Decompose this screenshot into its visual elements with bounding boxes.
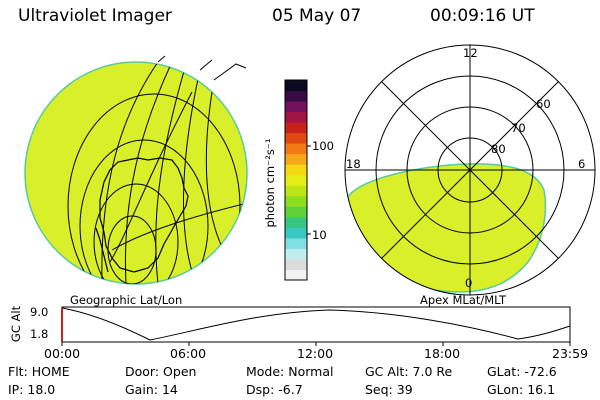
status-ip: IP: 18.0 xyxy=(8,382,55,397)
colorbar-swatch xyxy=(285,164,307,176)
colorbar-swatch xyxy=(285,258,307,270)
status-ip-label: IP: xyxy=(8,382,24,397)
status-seq: Seq: 39 xyxy=(365,382,413,397)
colorbar-swatch xyxy=(285,80,307,92)
colorbar-tick-100: 100 xyxy=(312,139,334,153)
mlat-label-60: 60 xyxy=(536,97,551,111)
status-flt-label: Flt: xyxy=(8,364,28,379)
colorbar-swatch xyxy=(285,216,307,228)
mlt-label-12: 12 xyxy=(463,46,478,60)
status-mode-label: Mode: xyxy=(246,364,285,379)
altitude-plot xyxy=(61,306,571,346)
colorbar-tick-10: 10 xyxy=(312,228,327,242)
time-tick-0000: 00:00 xyxy=(44,346,81,361)
colorbar-unit-label: photon cm⁻²s⁻¹ xyxy=(263,138,277,228)
status-gcalt-value: 7.0 Re xyxy=(412,364,453,379)
magnetic-polar-panel xyxy=(344,44,596,296)
status-gain-value: 14 xyxy=(161,382,178,397)
colorbar-swatch xyxy=(285,206,307,218)
date-label: 05 May 07 xyxy=(272,6,362,26)
colorbar-swatch xyxy=(285,101,307,113)
status-seq-label: Seq: xyxy=(365,382,393,397)
time-label: 00:09:16 UT xyxy=(430,6,535,26)
mlat-label-80: 80 xyxy=(491,142,506,156)
status-door: Door: Open xyxy=(125,364,196,379)
colorbar-swatch xyxy=(285,248,307,260)
magnetic-caption: Apex MLat/MLT xyxy=(420,293,507,307)
colorbar-swatch xyxy=(285,111,307,123)
mlat-label-70: 70 xyxy=(511,121,526,135)
colorbar-swatch xyxy=(285,174,307,186)
status-dsp-label: Dsp: xyxy=(246,382,275,397)
time-tick-1200: 12:00 xyxy=(297,346,334,361)
status-seq-value: 39 xyxy=(396,382,413,397)
altitude-ylabel: GC Alt xyxy=(9,305,23,343)
status-glat-label: GLat: xyxy=(487,364,521,379)
status-mode-value: Normal xyxy=(288,364,334,379)
colorbar-swatch xyxy=(285,195,307,207)
colorbar-swatch xyxy=(285,90,307,102)
status-glon-value: 16.1 xyxy=(527,382,556,397)
status-dsp: Dsp: -6.7 xyxy=(246,382,303,397)
time-tick-2359: 23:59 xyxy=(552,346,589,361)
geographic-grid xyxy=(67,62,247,284)
status-glat-value: -72.6 xyxy=(524,364,557,379)
geographic-image-disc xyxy=(24,61,248,285)
status-glon: GLon: 16.1 xyxy=(487,382,555,397)
colorbar-frame xyxy=(284,79,308,281)
mlt-label-18: 18 xyxy=(346,157,361,171)
status-gcalt-label: GC Alt: xyxy=(365,364,409,379)
instrument-title: Ultraviolet Imager xyxy=(18,6,172,26)
colorbar-swatch xyxy=(285,185,307,197)
altitude-plot-frame xyxy=(61,306,571,343)
polar-grid xyxy=(344,44,596,296)
altitude-curve xyxy=(61,307,571,341)
status-mode: Mode: Normal xyxy=(246,364,334,379)
time-tick-1800: 18:00 xyxy=(424,346,461,361)
status-ip-value: 18.0 xyxy=(27,382,56,397)
colorbar-swatch xyxy=(285,153,307,165)
colorbar-swatch xyxy=(285,269,307,281)
mlt-label-0: 0 xyxy=(465,276,473,290)
colorbar-swatch xyxy=(285,122,307,134)
status-door-label: Door: xyxy=(125,364,160,379)
time-tick-0600: 06:00 xyxy=(170,346,207,361)
status-glon-label: GLon: xyxy=(487,382,524,397)
colorbar xyxy=(285,80,307,281)
status-door-value: Open xyxy=(163,364,197,379)
status-flt: Flt: HOME xyxy=(8,364,70,379)
geographic-image-panel xyxy=(24,55,248,285)
colorbar-swatch xyxy=(285,132,307,144)
altitude-ytick-max: 9.0 xyxy=(30,305,49,319)
colorbar-swatch xyxy=(285,143,307,155)
mlt-label-6: 6 xyxy=(578,157,586,171)
status-flt-value: HOME xyxy=(31,364,70,379)
status-dsp-value: -6.7 xyxy=(278,382,303,397)
colorbar-swatch xyxy=(285,237,307,249)
colorbar-swatch xyxy=(285,227,307,239)
status-gain: Gain: 14 xyxy=(125,382,178,397)
status-glat: GLat: -72.6 xyxy=(487,364,557,379)
status-gain-label: Gain: xyxy=(125,382,158,397)
geographic-caption: Geographic Lat/Lon xyxy=(70,293,183,307)
altitude-ytick-min: 1.8 xyxy=(30,327,49,341)
status-gcalt: GC Alt: 7.0 Re xyxy=(365,364,452,379)
